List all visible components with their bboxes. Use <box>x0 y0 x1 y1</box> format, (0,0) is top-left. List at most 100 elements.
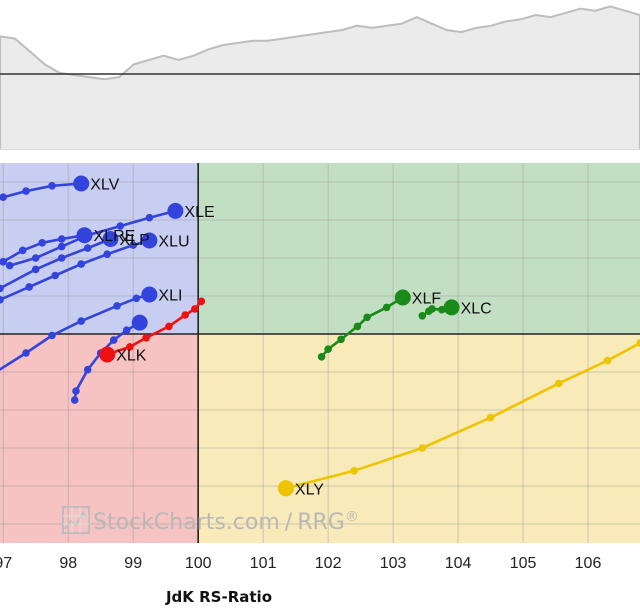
tail-point <box>129 241 137 249</box>
center-axes <box>0 163 640 543</box>
series-label-xlp: XLP <box>120 232 150 249</box>
tail-point <box>113 302 121 310</box>
svg-text:StockCharts.com/RRG®: StockCharts.com / RRG® <box>93 509 359 535</box>
watermark-product: RRG <box>297 510 345 535</box>
tail-point <box>382 303 391 312</box>
tail-point <box>51 271 59 280</box>
x-tick-label: 101 <box>250 555 277 572</box>
tail-point <box>103 250 111 258</box>
tail-point <box>57 242 66 251</box>
x-tick-label: 100 <box>185 555 212 572</box>
tail-point <box>38 239 46 247</box>
tail-point <box>83 231 92 239</box>
tail-point <box>145 213 154 222</box>
series-label-xlf: XLF <box>412 291 442 308</box>
tail-point <box>0 296 4 304</box>
series-label-xlk: XLK <box>116 348 147 365</box>
tail-point <box>350 467 358 475</box>
tail-point <box>636 339 640 347</box>
x-tick-label: 97 <box>0 555 12 572</box>
tail-point <box>22 187 30 195</box>
head-marker-xlu <box>141 232 158 249</box>
tail-point <box>603 356 612 365</box>
tail-point <box>0 193 7 201</box>
tail-point <box>197 297 206 306</box>
tail-point <box>428 305 436 313</box>
tail-point <box>57 254 66 262</box>
tail-point <box>353 322 362 331</box>
quadrant-improving <box>0 163 199 334</box>
tail-point <box>77 317 85 325</box>
x-tick-label: 103 <box>380 555 407 572</box>
x-tick-label: 106 <box>575 555 602 572</box>
tail-point <box>77 260 85 268</box>
x-tick-label: 104 <box>445 555 472 572</box>
series-label-xle: XLE <box>184 204 214 221</box>
series-tails <box>0 175 640 497</box>
tail-point <box>181 311 189 319</box>
tail-point <box>191 305 199 313</box>
tail-point <box>418 444 427 452</box>
x-tick-label: 99 <box>124 555 142 572</box>
watermark-registered: ® <box>345 509 359 525</box>
tail-point <box>57 235 66 243</box>
tail-point <box>116 222 124 230</box>
head-marker-xlk-blue <box>131 314 148 331</box>
benchmark-panel <box>0 0 640 150</box>
stockcharts-watermark: StockCharts.com / RRG® <box>62 506 359 535</box>
tail-point <box>0 258 7 266</box>
tail-point <box>165 322 173 331</box>
series-label-xli: XLI <box>158 288 182 305</box>
head-marker-xlf <box>394 289 411 306</box>
tail-point <box>48 182 56 190</box>
tail-point <box>317 353 326 361</box>
tail-point <box>31 265 40 274</box>
tail-point <box>122 326 131 335</box>
head-marker-xle <box>167 202 184 219</box>
head-marker-xlc <box>443 299 460 316</box>
x-axis-label: JdK RS-Ratio <box>165 588 272 606</box>
series-label-xlv: XLV <box>90 177 119 194</box>
tail-point <box>72 387 80 395</box>
head-marker-xlk <box>99 346 116 363</box>
series-label-xlu: XLU <box>158 234 189 251</box>
tail-point <box>324 345 332 354</box>
x-tick-label: 102 <box>315 555 342 572</box>
tail-point <box>83 365 92 374</box>
tail-point <box>22 349 30 357</box>
head-marker-xli <box>141 286 158 303</box>
watermark-logo-icon <box>62 506 90 534</box>
quadrant-lagging <box>0 334 199 543</box>
tail-point <box>555 379 563 388</box>
x-axis-ticks: 97 98 99 100 101 102 103 104 105 106 <box>0 555 601 572</box>
tail-point <box>363 313 371 322</box>
watermark-brand: StockCharts.com <box>93 510 280 535</box>
tail-point <box>109 336 118 344</box>
tail-point <box>25 283 33 291</box>
tail-point <box>418 312 427 320</box>
tail-point <box>83 244 92 252</box>
tail-point <box>486 413 495 422</box>
head-marker-xly <box>277 480 294 497</box>
tail-point <box>31 254 40 262</box>
x-tick-label: 105 <box>510 555 537 572</box>
head-marker-xlp <box>102 231 119 247</box>
tail-point <box>142 334 150 342</box>
quadrant-backgrounds <box>0 163 640 543</box>
tail-point <box>48 331 56 340</box>
head-marker-xlv <box>73 175 90 192</box>
tail-point <box>18 246 27 255</box>
series-label-xlre: XLRE <box>94 228 136 245</box>
series-label-xly: XLY <box>295 481 324 498</box>
tail-point <box>337 335 345 344</box>
quadrant-weakening <box>198 334 640 543</box>
quadrant-leading <box>198 163 640 334</box>
series-labels: XLV XLRE XLE XLP XLU XLI XLK XLF XLC XLY <box>90 177 492 499</box>
tail-point <box>5 261 14 270</box>
x-tick-label: 98 <box>59 555 77 572</box>
benchmark-area <box>0 5 640 150</box>
tail-point <box>126 343 134 351</box>
watermark-separator: / <box>285 510 293 535</box>
tail-point <box>0 284 4 293</box>
